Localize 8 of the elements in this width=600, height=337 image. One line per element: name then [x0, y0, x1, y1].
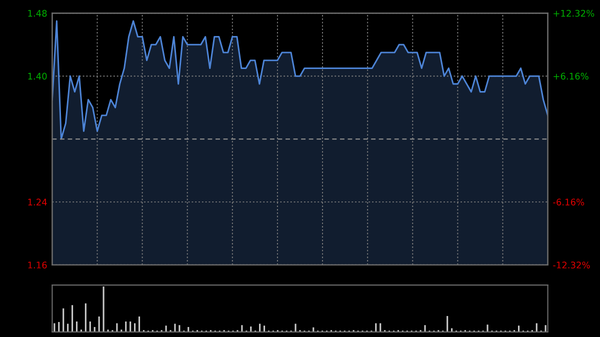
y2-tick-label: -6.16% — [553, 198, 584, 206]
y2-tick-label: -12.32% — [553, 262, 590, 268]
y2-tick-label: +6.16% — [554, 72, 588, 80]
y-tick-label: 1.40 — [28, 72, 47, 80]
y-tick-label: 1.24 — [28, 198, 47, 206]
y-tick-label: 1.16 — [28, 262, 47, 268]
y-tick-label: 1.48 — [28, 10, 47, 17]
y2-tick-label: +12.32% — [554, 10, 594, 17]
